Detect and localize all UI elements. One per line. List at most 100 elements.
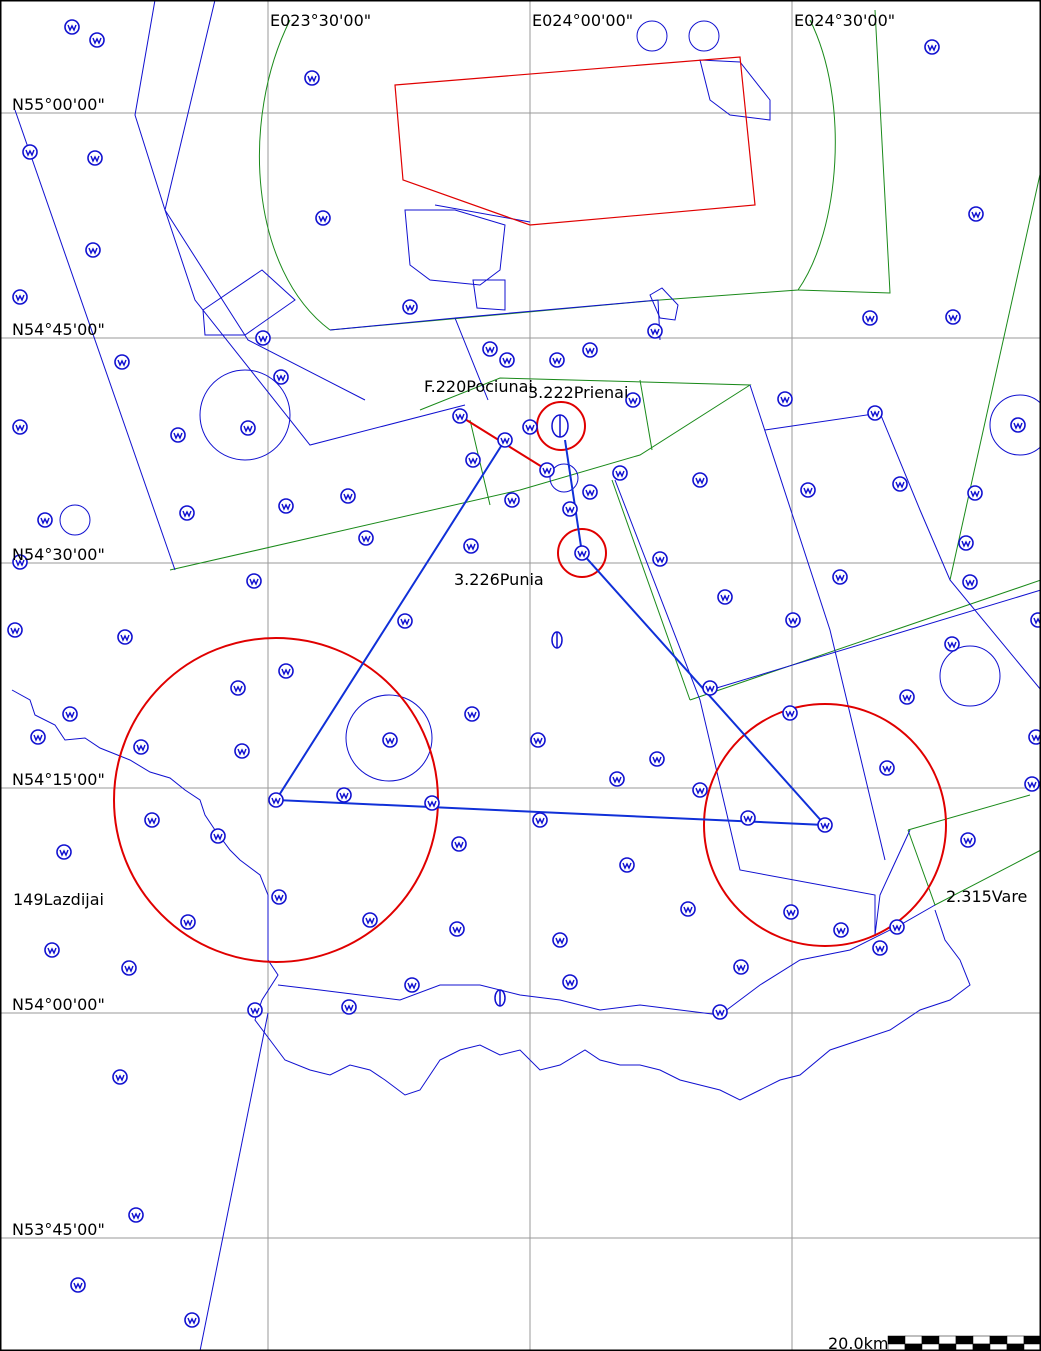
waypoint-icon[interactable] <box>612 465 628 481</box>
waypoint-icon[interactable] <box>180 914 196 930</box>
waypoint-icon[interactable] <box>562 501 578 517</box>
waypoint-icon[interactable] <box>341 999 357 1015</box>
waypoint-icon[interactable] <box>889 919 905 935</box>
waypoint-icon[interactable] <box>7 622 23 638</box>
waypoint-icon[interactable] <box>867 405 883 421</box>
waypoint-icon[interactable] <box>22 144 38 160</box>
waypoint-icon[interactable] <box>465 452 481 468</box>
waypoint-icon[interactable] <box>112 1069 128 1085</box>
waypoint-icon[interactable] <box>12 554 28 570</box>
point-label-prienai[interactable]: 3.222Prienai <box>528 383 628 402</box>
waypoint-icon[interactable] <box>782 705 798 721</box>
waypoint-icon[interactable] <box>464 706 480 722</box>
waypoint-icon[interactable] <box>958 535 974 551</box>
waypoint-icon[interactable] <box>962 574 978 590</box>
waypoint-icon[interactable] <box>562 974 578 990</box>
waypoint-icon[interactable] <box>424 795 440 811</box>
waypoint-icon[interactable] <box>404 977 420 993</box>
waypoint-icon[interactable] <box>783 904 799 920</box>
waypoint-icon[interactable] <box>862 310 878 326</box>
waypoint-icon[interactable] <box>574 545 590 561</box>
waypoint-icon[interactable] <box>30 729 46 745</box>
waypoint-icon[interactable] <box>170 427 186 443</box>
waypoint-icon[interactable] <box>114 354 130 370</box>
waypoint-icon[interactable] <box>271 889 287 905</box>
waypoint-icon[interactable] <box>133 739 149 755</box>
waypoint-icon[interactable] <box>625 392 641 408</box>
waypoint-icon[interactable] <box>582 342 598 358</box>
waypoint-icon[interactable] <box>960 832 976 848</box>
waypoint-icon[interactable] <box>1028 729 1041 745</box>
waypoint-icon[interactable] <box>499 352 515 368</box>
waypoint-icon[interactable] <box>692 782 708 798</box>
waypoint-icon[interactable] <box>315 210 331 226</box>
waypoint-icon[interactable] <box>968 206 984 222</box>
waypoint-icon[interactable] <box>397 613 413 629</box>
waypoint-icon[interactable] <box>268 792 284 808</box>
waypoint-icon[interactable] <box>539 462 555 478</box>
waypoint-icon[interactable] <box>504 492 520 508</box>
waypoint-icon[interactable] <box>582 484 598 500</box>
point-label-punia[interactable]: 3.226Punia <box>454 570 544 589</box>
waypoint-icon[interactable] <box>482 341 498 357</box>
waypoint-icon[interactable] <box>899 689 915 705</box>
waypoint-icon[interactable] <box>37 512 53 528</box>
waypoint-icon[interactable] <box>230 680 246 696</box>
waypoint-icon[interactable] <box>179 505 195 521</box>
waypoint-icon[interactable] <box>817 817 833 833</box>
waypoint-icon[interactable] <box>740 810 756 826</box>
waypoint-icon[interactable] <box>652 551 668 567</box>
waypoint-icon[interactable] <box>87 150 103 166</box>
waypoint-icon[interactable] <box>382 732 398 748</box>
waypoint-icon[interactable] <box>240 420 256 436</box>
waypoint-icon[interactable] <box>210 828 226 844</box>
waypoint-icon[interactable] <box>278 663 294 679</box>
waypoint-icon[interactable] <box>879 760 895 776</box>
waypoint-icon[interactable] <box>924 39 940 55</box>
waypoint-icon[interactable] <box>1010 417 1026 433</box>
waypoint-icon[interactable] <box>785 612 801 628</box>
waypoint-icon[interactable] <box>64 19 80 35</box>
waypoint-icon[interactable] <box>609 771 625 787</box>
waypoint-icon[interactable] <box>463 538 479 554</box>
waypoint-icon[interactable] <box>362 912 378 928</box>
waypoint-icon[interactable] <box>85 242 101 258</box>
waypoint-icon[interactable] <box>402 299 418 315</box>
waypoint-icon[interactable] <box>680 901 696 917</box>
waypoint-icon[interactable] <box>255 330 271 346</box>
waypoint-icon[interactable] <box>692 472 708 488</box>
point-label-pociunai[interactable]: F.220Pociunai <box>424 377 533 396</box>
waypoint-icon[interactable] <box>12 289 28 305</box>
waypoint-icon[interactable] <box>278 498 294 514</box>
waypoint-icon[interactable] <box>522 419 538 435</box>
waypoint-icon[interactable] <box>872 940 888 956</box>
waypoint-icon[interactable] <box>358 530 374 546</box>
waypoint-icon[interactable] <box>777 391 793 407</box>
point-label-vare[interactable]: 2.315Vare <box>946 887 1027 906</box>
waypoint-icon[interactable] <box>497 432 513 448</box>
waypoint-icon[interactable] <box>62 706 78 722</box>
waypoint-icon[interactable] <box>717 589 733 605</box>
waypoint-icon[interactable] <box>944 636 960 652</box>
waypoint-icon[interactable] <box>702 680 718 696</box>
waypoint-icon[interactable] <box>833 922 849 938</box>
waypoint-icon[interactable] <box>733 959 749 975</box>
waypoint-icon[interactable] <box>44 942 60 958</box>
waypoint-icon[interactable] <box>121 960 137 976</box>
waypoint-icon[interactable] <box>1024 776 1040 792</box>
waypoint-icon[interactable] <box>649 751 665 767</box>
waypoint-icon[interactable] <box>532 812 548 828</box>
waypoint-icon[interactable] <box>89 32 105 48</box>
waypoint-icon[interactable] <box>449 921 465 937</box>
point-label-lazdijai[interactable]: 149Lazdijai <box>13 890 104 909</box>
waypoint-icon[interactable] <box>451 836 467 852</box>
waypoint-icon[interactable] <box>340 488 356 504</box>
waypoint-icon[interactable] <box>452 408 468 424</box>
waypoint-icon[interactable] <box>70 1277 86 1293</box>
waypoint-icon[interactable] <box>234 743 250 759</box>
ndb-icon[interactable] <box>494 989 506 1007</box>
waypoint-icon[interactable] <box>247 1002 263 1018</box>
waypoint-icon[interactable] <box>892 476 908 492</box>
waypoint-icon[interactable] <box>800 482 816 498</box>
